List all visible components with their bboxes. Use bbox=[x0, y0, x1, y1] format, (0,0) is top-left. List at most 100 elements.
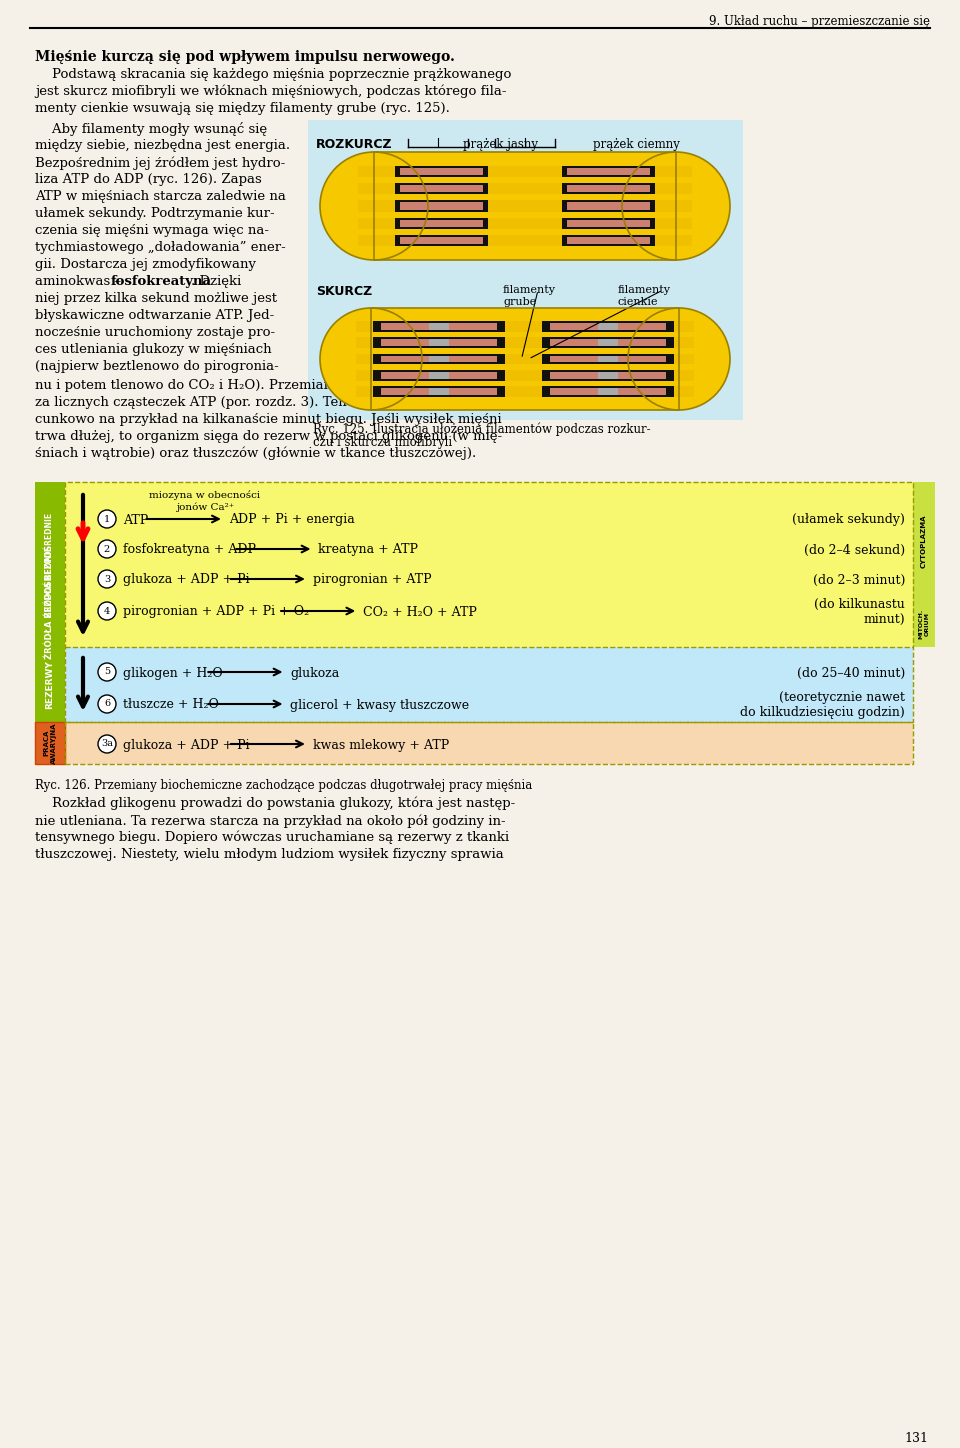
Text: (do kilkunastu
minut): (do kilkunastu minut) bbox=[814, 598, 905, 626]
Text: glicerol + kwasy tłuszczowe: glicerol + kwasy tłuszczowe bbox=[290, 698, 469, 711]
Text: 4: 4 bbox=[104, 607, 110, 615]
Bar bbox=[656, 167, 692, 177]
Bar bbox=[380, 388, 496, 395]
Text: aminokwas –: aminokwas – bbox=[35, 275, 126, 288]
Bar bbox=[395, 182, 489, 194]
Bar bbox=[674, 321, 694, 332]
Bar bbox=[656, 235, 692, 246]
Bar bbox=[372, 321, 505, 332]
Bar bbox=[65, 482, 913, 723]
Text: ułamek sekundy. Podtrzymanie kur-: ułamek sekundy. Podtrzymanie kur- bbox=[35, 207, 275, 220]
Bar bbox=[567, 203, 650, 210]
Text: śniach i wątrobie) oraz tłuszczów (głównie w tkance tłuszczowej).: śniach i wątrobie) oraz tłuszczów (główn… bbox=[35, 447, 476, 460]
Bar bbox=[400, 220, 483, 227]
Bar bbox=[913, 601, 935, 647]
Text: ŹRÓDŁA BEZPOŚREDNIE: ŹRÓDŁA BEZPOŚREDNIE bbox=[45, 546, 55, 659]
Bar bbox=[674, 337, 694, 348]
Text: jonów Ca²⁺: jonów Ca²⁺ bbox=[176, 502, 234, 511]
Text: REZERWY: REZERWY bbox=[45, 660, 55, 710]
Text: liza ATP do ADP (ryc. 126). Zapas: liza ATP do ADP (ryc. 126). Zapas bbox=[35, 172, 262, 185]
Text: (do 25–40 minut): (do 25–40 minut) bbox=[797, 666, 905, 679]
Circle shape bbox=[98, 540, 116, 557]
Ellipse shape bbox=[320, 308, 422, 410]
Bar bbox=[550, 388, 666, 395]
Bar bbox=[598, 323, 618, 330]
Bar bbox=[542, 337, 674, 348]
Bar bbox=[400, 168, 483, 175]
Circle shape bbox=[98, 571, 116, 588]
Bar bbox=[550, 356, 666, 362]
Text: glukoza: glukoza bbox=[290, 666, 340, 679]
Bar bbox=[429, 356, 448, 362]
Text: (do 2–3 minut): (do 2–3 minut) bbox=[812, 573, 905, 586]
Text: nu i potem tlenowo do CO₂ i H₂O). Przemianom tym towarzyszy synte-: nu i potem tlenowo do CO₂ i H₂O). Przemi… bbox=[35, 379, 506, 392]
Bar bbox=[35, 482, 65, 647]
Bar bbox=[562, 235, 656, 246]
Circle shape bbox=[98, 736, 116, 753]
Text: Ryc. 125. Ilustracja ułożenia filamentów podczas rozkur-: Ryc. 125. Ilustracja ułożenia filamentów… bbox=[313, 421, 651, 436]
Bar bbox=[567, 220, 650, 227]
Bar bbox=[674, 371, 694, 381]
Bar bbox=[372, 337, 505, 348]
Text: 9. Układ ruchu – przemieszczanie się: 9. Układ ruchu – przemieszczanie się bbox=[709, 14, 930, 28]
Bar bbox=[358, 167, 395, 177]
Bar bbox=[380, 339, 496, 346]
Text: Bezpośrednim jej źródłem jest hydro-: Bezpośrednim jej źródłem jest hydro- bbox=[35, 156, 285, 169]
Text: czenia się mięśni wymaga więc na-: czenia się mięśni wymaga więc na- bbox=[35, 224, 269, 237]
Bar bbox=[913, 482, 935, 601]
Text: 1: 1 bbox=[104, 514, 110, 524]
Text: kreatyna + ATP: kreatyna + ATP bbox=[319, 543, 419, 556]
Bar bbox=[400, 203, 483, 210]
Bar bbox=[35, 647, 65, 723]
Bar bbox=[429, 388, 448, 395]
Bar bbox=[525, 200, 562, 211]
Text: cunkowo na przykład na kilkanaście minut biegu. Jeśli wysiłek mięśni: cunkowo na przykład na kilkanaście minut… bbox=[35, 413, 502, 426]
Bar bbox=[356, 387, 372, 397]
Bar bbox=[429, 372, 448, 379]
Bar bbox=[380, 356, 496, 362]
Bar bbox=[372, 371, 505, 381]
Text: 2: 2 bbox=[104, 544, 110, 553]
Text: tychmiastowego „doładowania” ener-: tychmiastowego „doładowania” ener- bbox=[35, 240, 286, 253]
Bar bbox=[65, 723, 913, 765]
Text: błyskawiczne odtwarzanie ATP. Jed-: błyskawiczne odtwarzanie ATP. Jed- bbox=[35, 308, 275, 321]
Bar bbox=[65, 482, 913, 647]
Ellipse shape bbox=[622, 152, 730, 261]
Text: 131: 131 bbox=[904, 1432, 928, 1445]
Text: tłuszcze + H₂O: tłuszcze + H₂O bbox=[123, 698, 219, 711]
Bar bbox=[542, 353, 674, 365]
Bar bbox=[65, 723, 913, 765]
Text: ADP + Pi + energia: ADP + Pi + energia bbox=[228, 514, 354, 527]
Bar bbox=[505, 321, 525, 332]
Bar bbox=[395, 235, 489, 246]
Bar bbox=[380, 323, 496, 330]
Bar bbox=[542, 321, 674, 332]
Bar bbox=[562, 200, 656, 211]
Bar bbox=[65, 647, 913, 723]
Text: Aby filamenty mogły wsunąć się: Aby filamenty mogły wsunąć się bbox=[35, 122, 267, 136]
Text: fosfokreatyna + ADP: fosfokreatyna + ADP bbox=[123, 543, 256, 556]
Text: tłuszczowej. Niestety, wielu młodym ludziom wysiłek fizyczny sprawia: tłuszczowej. Niestety, wielu młodym ludz… bbox=[35, 849, 504, 862]
Text: gii. Dostarcza jej zmodyfikowany: gii. Dostarcza jej zmodyfikowany bbox=[35, 258, 256, 271]
Bar bbox=[598, 372, 618, 379]
Text: Podstawą skracania się każdego mięśnia poprzecznie prążkowanego: Podstawą skracania się każdego mięśnia p… bbox=[35, 68, 512, 81]
Bar bbox=[356, 321, 372, 332]
Bar bbox=[395, 200, 489, 211]
Text: niej przez kilka sekund możliwe jest: niej przez kilka sekund możliwe jest bbox=[35, 292, 277, 306]
Bar bbox=[505, 353, 525, 365]
Bar bbox=[35, 723, 65, 765]
Bar bbox=[395, 217, 489, 229]
Bar bbox=[562, 167, 656, 177]
Text: Mięśnie kurczą się pod wpływem impulsu nerwowego.: Mięśnie kurczą się pod wpływem impulsu n… bbox=[35, 51, 455, 64]
Bar bbox=[489, 167, 525, 177]
Text: jest skurcz miofibryli we włóknach mięśniowych, podczas którego fila-: jest skurcz miofibryli we włóknach mięśn… bbox=[35, 85, 507, 98]
Text: za licznych cząsteczek ATP (por. rozdz. 3). Ten zapas energii starcza sza-: za licznych cząsteczek ATP (por. rozdz. … bbox=[35, 395, 524, 408]
Text: . Dzięki: . Dzięki bbox=[191, 275, 241, 288]
Text: kwas mlekowy + ATP: kwas mlekowy + ATP bbox=[313, 738, 449, 752]
Ellipse shape bbox=[320, 152, 428, 261]
Bar bbox=[505, 371, 525, 381]
Text: glukoza + ADP + Pi: glukoza + ADP + Pi bbox=[123, 573, 250, 586]
Bar bbox=[550, 372, 666, 379]
Text: nie utleniana. Ta rezerwa starcza na przykład na około pół godziny in-: nie utleniana. Ta rezerwa starcza na prz… bbox=[35, 814, 506, 827]
Bar bbox=[35, 482, 65, 723]
